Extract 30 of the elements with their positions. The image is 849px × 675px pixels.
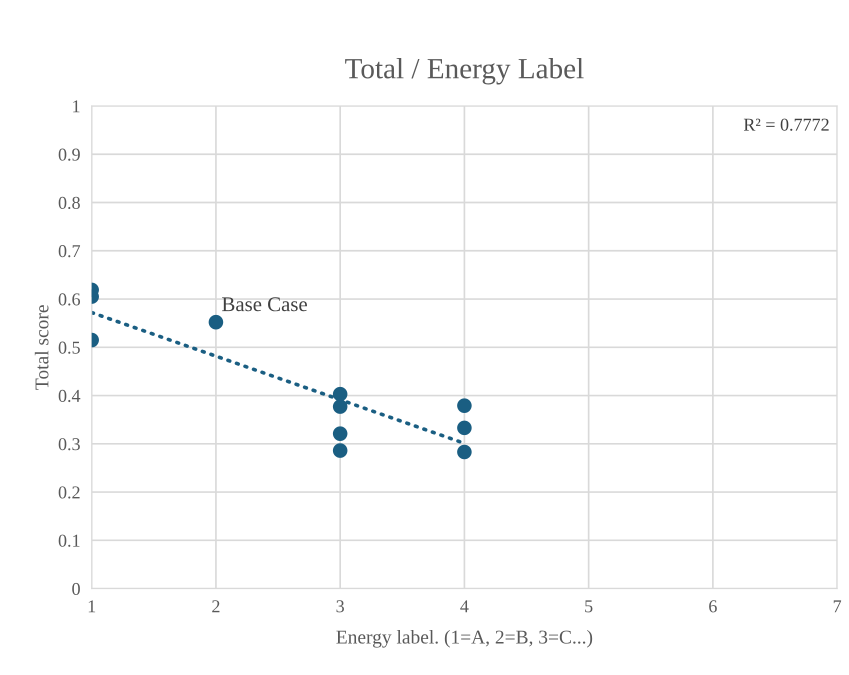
y-tick-label: 0 [72, 582, 80, 596]
point [457, 420, 472, 436]
y-tick-label: 1 [73, 100, 80, 112]
x-tick-label: 6 [709, 600, 717, 612]
point [332, 386, 348, 402]
x-axis-title: Energy label. (1=A, 2=B, 3=C...) [336, 630, 592, 648]
point [332, 399, 348, 414]
y-axis-title: Total score [34, 305, 49, 390]
y-tick-label: 0.1 [58, 534, 80, 547]
y-tick-label: 0.2 [58, 486, 80, 499]
y-tick-label: 0.4 [58, 390, 80, 402]
x-tick-label: 7 [834, 600, 842, 612]
chart-title: Total / Energy Label [345, 58, 584, 84]
point [457, 444, 472, 460]
point [457, 398, 472, 413]
y-tick-label: 0.9 [58, 148, 80, 161]
y-tick-label: 0.3 [58, 438, 80, 450]
y-tick-label: 0.5 [58, 342, 80, 354]
x-tick-label: 2 [212, 600, 220, 612]
x-tick-label: 5 [585, 600, 592, 612]
x-tick-label: 4 [460, 600, 469, 612]
x-tick-label: 3 [336, 600, 344, 612]
point [332, 426, 348, 441]
point [332, 443, 348, 458]
annotation: R² = 0.7772 [744, 118, 829, 131]
y-tick-label: 0.6 [58, 293, 80, 306]
annotation: Base Case [222, 297, 307, 312]
y-tick-label: 0.8 [58, 196, 80, 210]
x-tick-label: 1 [88, 600, 96, 612]
y-tick-label: 0.7 [58, 245, 80, 258]
